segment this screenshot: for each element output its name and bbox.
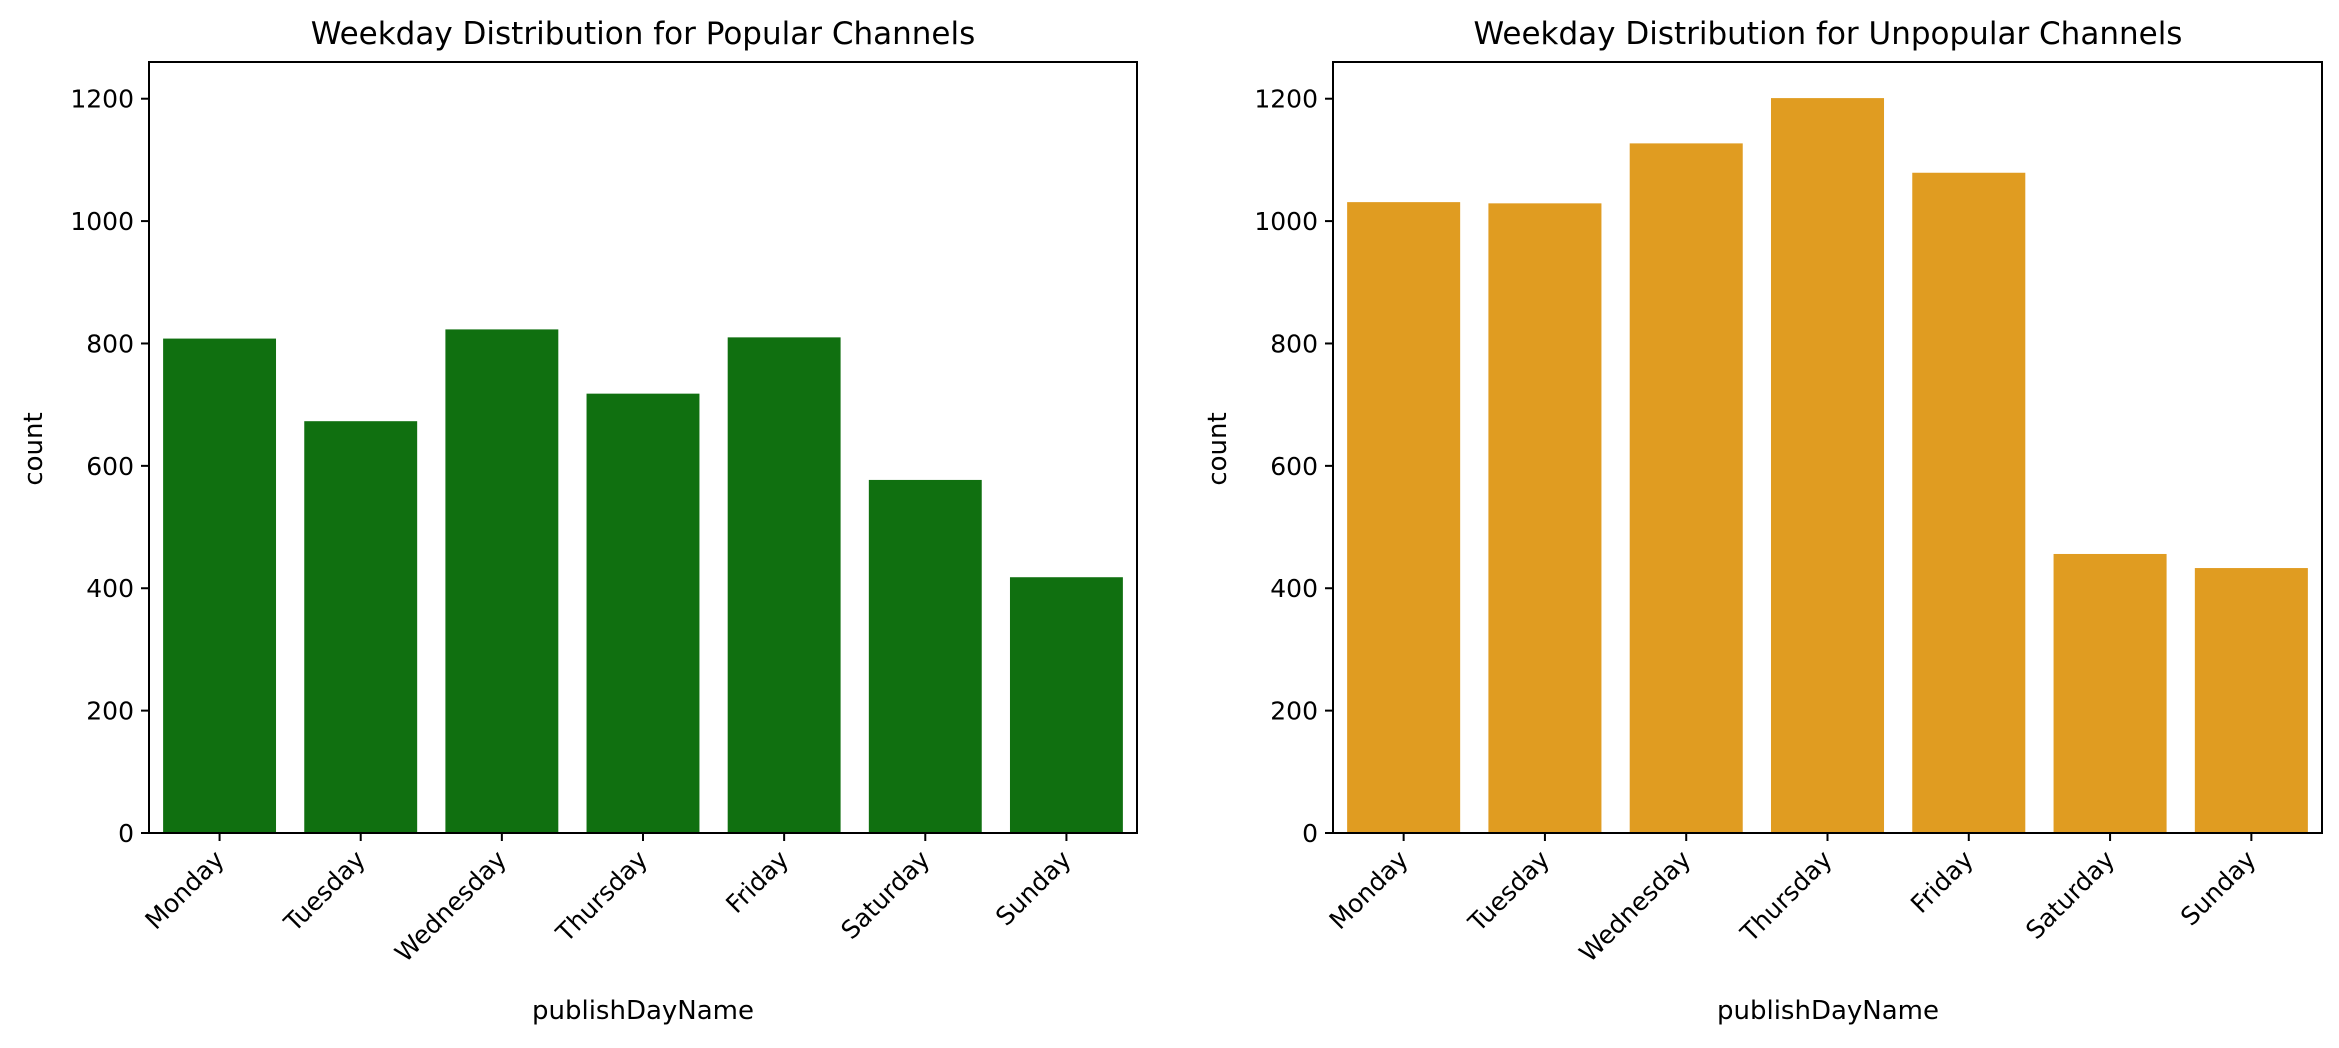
bars [163,329,1123,833]
x-tick-label: Monday [1324,845,1414,935]
y-tick-label: 1000 [1254,207,1318,236]
bar [586,393,700,833]
bar [1912,172,2026,833]
bar [2053,553,2167,833]
x-tick-label: Monday [140,845,230,935]
y-tick-label: 0 [118,819,134,848]
x-axis-label: publishDayName [1717,996,1939,1026]
bar [1347,202,1461,833]
x-tick-label: Tuesday [1462,845,1555,938]
y-tick-label: 600 [1270,452,1318,481]
x-tick-label: Friday [1905,845,1979,919]
bar [304,421,418,833]
y-tick-label: 400 [1270,574,1318,603]
bar [1770,98,1885,834]
bars [1347,98,2308,834]
x-tick-label: Tuesday [278,845,371,938]
bar [445,329,559,833]
popular-channels-chart: Weekday Distribution for Popular Channel… [19,16,1138,1026]
y-tick-label: 1200 [70,85,134,114]
x-tick-label: Saturday [835,845,935,945]
x-tick-label: Friday [720,845,794,919]
unpopular-channels-chart: Weekday Distribution for Unpopular Chann… [1203,16,2323,1026]
y-tick-label: 1200 [1254,85,1318,114]
x-axis-label: publishDayName [532,996,754,1026]
y-tick-label: 600 [86,452,134,481]
bar [1488,203,1602,834]
x-tick-label: Wednesday [389,845,512,968]
x-tick-label: Thursday [1734,845,1838,949]
bar [868,479,982,833]
y-tick-label: 800 [86,329,134,358]
bar [727,337,841,833]
x-tick-label: Saturday [2020,845,2120,945]
bar [1629,143,1743,833]
plot-frame [1332,61,2323,834]
y-tick-label: 0 [1302,819,1318,848]
chart-title: Weekday Distribution for Popular Channel… [311,16,976,52]
y-axis-label: count [19,412,49,485]
x-tick-label: Sunday [2175,845,2262,932]
y-tick-label: 200 [86,697,134,726]
y-tick-label: 400 [86,574,134,603]
bar [2194,568,2308,833]
plot-frame [148,61,1138,834]
bar [1009,577,1123,833]
y-tick-label: 1000 [70,207,134,236]
bar [163,338,277,833]
y-tick-label: 800 [1270,329,1318,358]
y-axis-label: count [1203,412,1233,485]
x-tick-label: Sunday [990,845,1077,932]
x-tick-label: Thursday [550,845,654,949]
chart-title: Weekday Distribution for Unpopular Chann… [1474,16,2183,52]
x-tick-label: Wednesday [1574,845,1697,968]
y-tick-label: 200 [1270,697,1318,726]
